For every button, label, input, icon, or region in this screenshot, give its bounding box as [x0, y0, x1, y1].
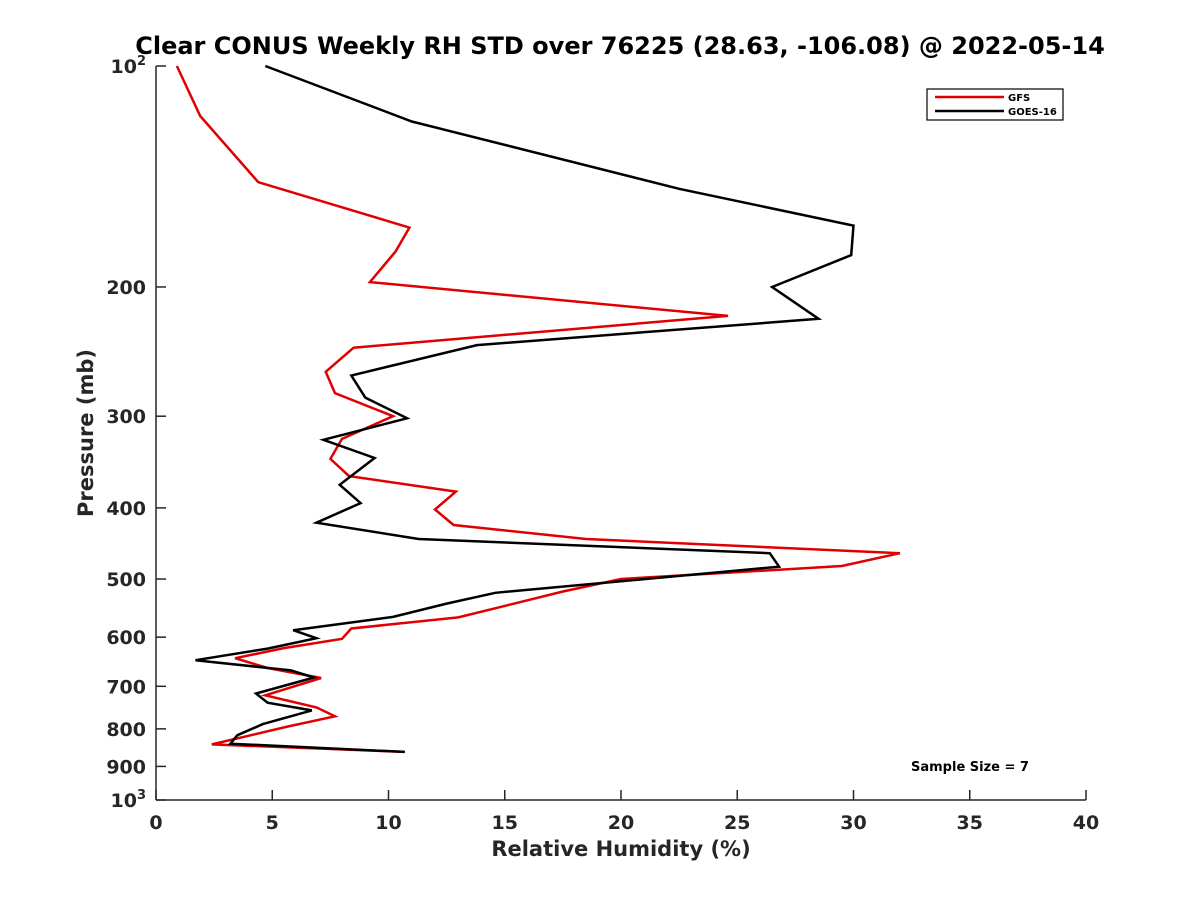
y-tick-label-base: 10 [111, 56, 137, 78]
legend-label-gfs: GFS [1008, 93, 1030, 104]
y-tick-label: 700 [106, 676, 146, 698]
y-tick-label: 200 [106, 277, 146, 299]
series-layer [175, 64, 901, 754]
y-tick-label: 500 [106, 569, 146, 591]
y-tick-label: 103 [111, 788, 147, 812]
x-tick-label: 20 [608, 812, 634, 834]
y-axis-label: Pressure (mb) [74, 349, 98, 517]
legend: GFS GOES-16 [926, 88, 1064, 121]
y-tick-label: 900 [106, 756, 146, 778]
y-tick-label-base: 800 [106, 719, 146, 741]
x-tick-label: 40 [1073, 812, 1099, 834]
y-tick-label-base: 500 [106, 569, 146, 591]
sample-size-annotation: Sample Size = 7 [911, 760, 1029, 775]
y-tick-label-base: 200 [106, 277, 146, 299]
y-tick-label: 300 [106, 406, 146, 428]
y-tick-label: 800 [106, 719, 146, 741]
y-tick-label-base: 600 [106, 627, 146, 649]
plot-area: 0 5 10 15 20 25 30 35 40 10220030040050060070080… [106, 54, 1099, 834]
legend-box [926, 88, 1064, 121]
x-axis-label: Relative Humidity (%) [491, 837, 750, 861]
x-tick-label: 35 [957, 812, 983, 834]
y-tick-label-exponent: 3 [137, 788, 146, 803]
series-line-goes16 [195, 64, 855, 754]
x-tick-label: 5 [266, 812, 279, 834]
y-tick-label-base: 900 [106, 756, 146, 778]
x-tick-label: 25 [724, 812, 750, 834]
y-tick-label: 400 [106, 498, 146, 520]
y-tick-label-base: 400 [106, 498, 146, 520]
series-line-gfs [175, 65, 901, 754]
x-tick-label: 30 [840, 812, 866, 834]
y-tick-label: 102 [111, 54, 147, 78]
x-tick-label: 15 [492, 812, 518, 834]
x-tick-label: 0 [149, 812, 162, 834]
y-tick-label-base: 10 [111, 790, 137, 812]
legend-label-goes16: GOES-16 [1008, 107, 1057, 118]
chart-title: Clear CONUS Weekly RH STD over 76225 (28… [135, 32, 1105, 60]
x-axis-ticks: 0 5 10 15 20 25 30 35 40 [149, 790, 1099, 834]
y-tick-label-exponent: 2 [137, 54, 146, 69]
y-tick-label-base: 300 [106, 406, 146, 428]
y-tick-label: 600 [106, 627, 146, 649]
x-tick-label: 10 [375, 812, 401, 834]
y-tick-label-base: 700 [106, 676, 146, 698]
